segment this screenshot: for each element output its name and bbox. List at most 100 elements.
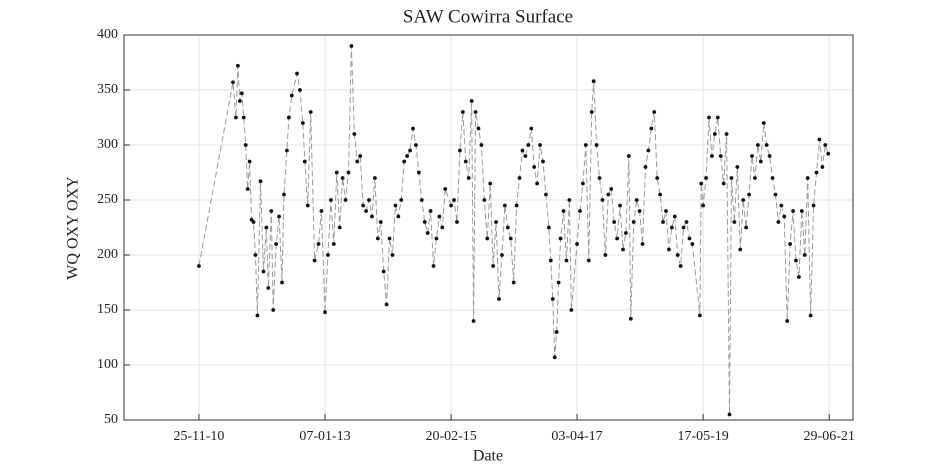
data-point: [508, 236, 513, 241]
data-point: [312, 258, 317, 263]
data-point: [239, 91, 244, 96]
data-point: [337, 225, 342, 230]
data-point: [586, 258, 591, 263]
data-point: [669, 225, 674, 230]
data-point: [583, 143, 588, 147]
data-point: [266, 286, 271, 290]
data-point: [550, 297, 555, 301]
data-point: [526, 143, 531, 147]
data-point: [393, 203, 398, 208]
y-tick-label: 250: [97, 192, 118, 207]
data-point: [197, 264, 201, 268]
y-tick-label: 350: [97, 82, 118, 97]
data-point: [637, 209, 642, 213]
data-point: [672, 214, 677, 219]
data-point: [678, 264, 683, 268]
x-tick-label: 20-02-15: [425, 429, 476, 444]
data-point: [274, 242, 279, 246]
data-point: [747, 192, 751, 197]
data-point: [658, 192, 663, 197]
data-point: [661, 220, 665, 224]
data-point: [308, 110, 313, 114]
data-point: [646, 148, 651, 153]
data-point: [331, 242, 336, 246]
data-point: [253, 253, 258, 257]
data-point: [269, 209, 274, 213]
data-point: [452, 198, 456, 202]
data-point: [381, 269, 386, 274]
data-point: [517, 176, 522, 180]
data-point: [370, 214, 374, 219]
data-point: [349, 44, 354, 48]
data-point: [612, 220, 617, 224]
data-point: [245, 187, 250, 191]
marks: [197, 44, 831, 417]
data-point: [718, 154, 723, 158]
data-point: [237, 99, 242, 103]
data-point: [732, 220, 737, 224]
data-point: [624, 231, 628, 235]
data-point: [741, 198, 746, 202]
data-point: [652, 110, 657, 114]
data-point: [458, 148, 462, 153]
data-point: [615, 236, 620, 241]
plot-area: [124, 35, 853, 420]
data-point: [520, 148, 525, 153]
data-point: [546, 225, 551, 230]
data-point: [712, 132, 717, 136]
data-point: [494, 220, 498, 224]
data-point: [655, 176, 660, 180]
data-point: [264, 225, 269, 230]
data-point: [675, 253, 680, 257]
data-point: [416, 170, 421, 175]
data-point: [594, 143, 599, 147]
data-point: [326, 253, 330, 257]
data-point: [779, 203, 784, 208]
data-point: [529, 126, 534, 131]
data-point: [300, 121, 305, 125]
data-point: [556, 280, 561, 285]
data-point: [814, 170, 819, 175]
x-tick-label: 07-01-13: [299, 429, 350, 444]
data-point: [782, 214, 787, 219]
data-point: [491, 264, 496, 268]
data-point: [471, 319, 476, 323]
data-point: [715, 115, 720, 120]
data-point: [649, 126, 654, 131]
data-point: [302, 159, 307, 164]
data-point: [511, 280, 516, 285]
data-point: [408, 148, 412, 153]
data-point: [643, 165, 648, 169]
data-point: [476, 126, 481, 131]
data-point: [425, 231, 430, 235]
data-point: [298, 88, 302, 92]
data-point: [541, 159, 545, 164]
data-point: [280, 280, 284, 285]
data-point: [243, 143, 248, 147]
data-point: [319, 209, 324, 213]
data-point: [497, 297, 501, 301]
x-tick-label: 17-05-19: [677, 429, 728, 444]
data-point: [721, 181, 726, 186]
data-point: [375, 236, 380, 241]
data-point: [773, 192, 778, 197]
data-point: [285, 148, 289, 153]
data-point: [384, 302, 389, 307]
y-tick-label: 100: [97, 357, 118, 372]
data-point: [664, 209, 668, 213]
data-point: [316, 242, 321, 246]
y-tick-label: 50: [104, 412, 118, 427]
data-point: [405, 154, 410, 158]
data-point: [305, 203, 310, 208]
data-point: [323, 310, 327, 315]
data-point: [548, 258, 553, 263]
data-point: [626, 154, 631, 158]
data-point: [538, 143, 542, 147]
data-point: [390, 253, 395, 257]
data-point: [532, 165, 537, 169]
data-point: [690, 242, 695, 246]
data-point: [428, 209, 433, 213]
data-point: [684, 220, 689, 224]
data-point: [628, 316, 633, 321]
data-point: [767, 154, 772, 158]
